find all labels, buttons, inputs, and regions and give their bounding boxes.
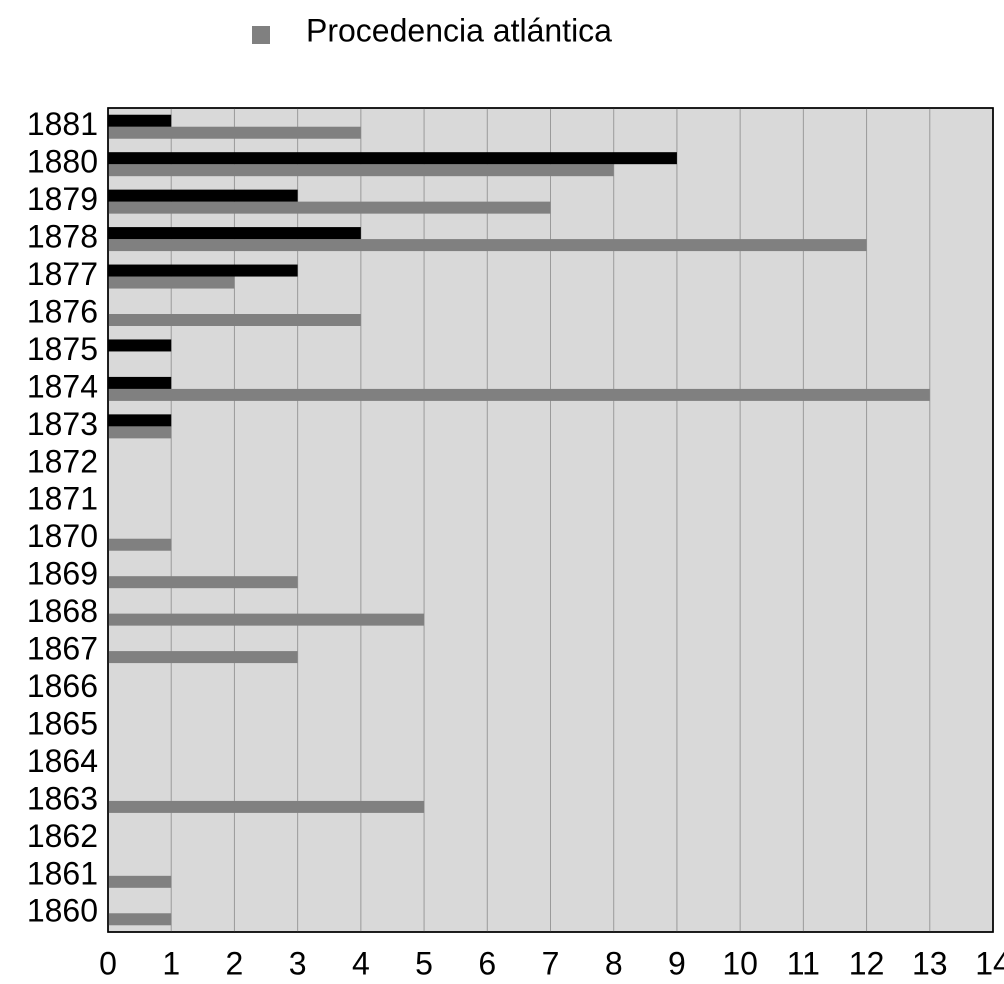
bar xyxy=(108,164,614,177)
bar xyxy=(108,201,551,214)
x-tick-label: 3 xyxy=(289,945,307,981)
x-tick-label: 10 xyxy=(722,945,758,981)
y-tick-label: 1866 xyxy=(27,668,98,704)
x-tick-label: 9 xyxy=(668,945,686,981)
y-tick-label: 1869 xyxy=(27,556,98,592)
bar xyxy=(108,800,425,813)
x-tick-label: 7 xyxy=(542,945,560,981)
y-tick-label: 1881 xyxy=(27,106,98,142)
y-tick-label: 1863 xyxy=(27,780,98,816)
y-tick-label: 1870 xyxy=(27,518,98,554)
x-tick-label: 0 xyxy=(99,945,117,981)
bar xyxy=(108,152,677,165)
y-tick-label: 1860 xyxy=(27,893,98,929)
bar xyxy=(108,414,172,427)
x-tick-label: 14 xyxy=(975,945,1004,981)
y-tick-label: 1876 xyxy=(27,293,98,329)
bar xyxy=(108,613,425,626)
y-tick-label: 1868 xyxy=(27,593,98,629)
bar xyxy=(108,339,172,352)
y-tick-label: 1880 xyxy=(27,144,98,180)
bar xyxy=(108,314,361,326)
bar xyxy=(108,264,298,277)
bar xyxy=(108,376,172,389)
y-tick-label: 1877 xyxy=(27,256,98,292)
x-tick-label: 2 xyxy=(226,945,244,981)
y-tick-label: 1872 xyxy=(27,443,98,479)
bar xyxy=(108,114,172,127)
plot-area xyxy=(107,107,994,933)
x-tick-label: 11 xyxy=(787,945,820,981)
x-tick-label: 12 xyxy=(849,945,885,981)
y-tick-label: 1865 xyxy=(27,705,98,741)
x-tick-label: 6 xyxy=(478,945,496,981)
y-tick-label: 1867 xyxy=(27,631,98,667)
bar xyxy=(108,426,172,439)
y-tick-label: 1862 xyxy=(27,818,98,854)
y-tick-label: 1879 xyxy=(27,181,98,217)
y-tick-label: 1871 xyxy=(27,481,98,517)
bar xyxy=(108,276,235,289)
bar xyxy=(108,913,172,926)
legend-swatch xyxy=(252,26,270,44)
x-tick-label: 8 xyxy=(605,945,623,981)
legend-label: Procedencia atlántica xyxy=(306,12,612,48)
y-tick-label: 1878 xyxy=(27,219,98,255)
bar xyxy=(108,651,298,664)
bar xyxy=(108,576,298,589)
y-tick-label: 1873 xyxy=(27,406,98,442)
bar xyxy=(108,875,172,888)
y-tick-label: 1864 xyxy=(27,743,98,779)
y-tick-label: 1875 xyxy=(27,331,98,367)
bar xyxy=(108,388,930,401)
x-tick-label: 5 xyxy=(415,945,433,981)
bar xyxy=(108,239,867,252)
bar xyxy=(108,189,298,202)
x-tick-label: 1 xyxy=(162,945,180,981)
bar xyxy=(108,227,361,240)
y-tick-label: 1861 xyxy=(27,855,98,891)
bar xyxy=(108,126,361,139)
x-tick-label: 4 xyxy=(352,945,370,981)
bar xyxy=(108,538,172,551)
y-tick-label: 1874 xyxy=(27,368,98,404)
x-tick-label: 13 xyxy=(912,945,948,981)
